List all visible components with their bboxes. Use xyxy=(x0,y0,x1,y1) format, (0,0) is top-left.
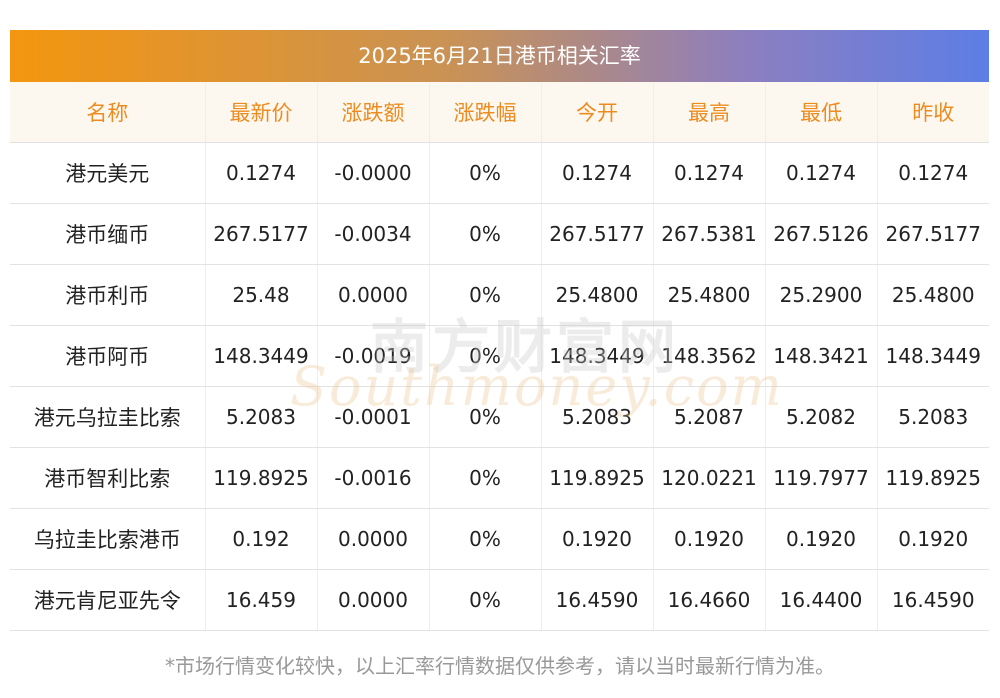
rate-cell: 0.1920 xyxy=(765,508,878,570)
rate-cell: 0.1920 xyxy=(653,508,766,570)
table-row: 港币智利比索 119.8925 -0.0016 0% 119.8925 120.0221 1… xyxy=(10,447,989,509)
rate-cell: 16.459 xyxy=(205,569,318,631)
rate-cell: 5.2087 xyxy=(653,386,766,448)
rate-cell: 25.2900 xyxy=(765,264,878,326)
rate-cell: 148.3449 xyxy=(541,325,654,387)
rate-cell: 0.0000 xyxy=(317,508,430,570)
currency-pair-name: 港币缅币 xyxy=(10,203,206,265)
rate-cell: 0% xyxy=(429,386,542,448)
column-header: 昨收 xyxy=(877,82,989,143)
column-header: 最高 xyxy=(653,82,766,143)
rate-cell: 0% xyxy=(429,508,542,570)
rate-cell: 25.48 xyxy=(205,264,318,326)
rate-cell: 267.5177 xyxy=(205,203,318,265)
table-row: 港币缅币 267.5177 -0.0034 0% 267.5177 267.5381 267… xyxy=(10,203,989,265)
rate-cell: 267.5381 xyxy=(653,203,766,265)
rate-cell: 148.3421 xyxy=(765,325,878,387)
table-header-row: 名称 最新价 涨跌额 涨跌幅 今开 最高 最低 昨收 xyxy=(10,82,989,143)
rate-cell: 5.2083 xyxy=(877,386,989,448)
rate-cell: 5.2082 xyxy=(765,386,878,448)
rate-cell: 0.0000 xyxy=(317,264,430,326)
currency-pair-name: 港元美元 xyxy=(10,142,206,204)
table-row: 港元美元 0.1274 -0.0000 0% 0.1274 0.1274 0.1274 0.1… xyxy=(10,142,989,204)
rate-cell: 119.8925 xyxy=(877,447,989,509)
currency-pair-name: 乌拉圭比索港币 xyxy=(10,508,206,570)
rate-cell: 0.1274 xyxy=(653,142,766,204)
rate-cell: -0.0001 xyxy=(317,386,430,448)
table-row: 港元乌拉圭比索 5.2083 -0.0001 0% 5.2083 5.2087 5.2082… xyxy=(10,386,989,448)
rate-cell: 16.4400 xyxy=(765,569,878,631)
currency-pair-name: 港币阿币 xyxy=(10,325,206,387)
rate-cell: 148.3449 xyxy=(877,325,989,387)
rate-cell: 267.5126 xyxy=(765,203,878,265)
column-header: 涨跌额 xyxy=(317,82,430,143)
currency-pair-name: 港币利币 xyxy=(10,264,206,326)
rates-panel: 2025年6月21日港币相关汇率 名称 最新价 涨跌额 涨跌幅 今开 最高 最低 昨收 港元美… xyxy=(10,30,989,631)
rates-table: 名称 最新价 涨跌额 涨跌幅 今开 最高 最低 昨收 港元美元 0.1274 -0.0000 0% 0… xyxy=(10,82,989,631)
rate-cell: 120.0221 xyxy=(653,447,766,509)
rate-cell: 148.3562 xyxy=(653,325,766,387)
rate-cell: 0% xyxy=(429,447,542,509)
rate-cell: 16.4590 xyxy=(541,569,654,631)
rate-cell: 119.7977 xyxy=(765,447,878,509)
rate-cell: 0.1920 xyxy=(877,508,989,570)
footnote: *市场行情变化较快，以上汇率行情数据仅供参考，请以当时最新行情为准。 xyxy=(165,654,835,678)
table-row: 港币利币 25.48 0.0000 0% 25.4800 25.4800 25.2900 25… xyxy=(10,264,989,326)
rate-cell: 0.1920 xyxy=(541,508,654,570)
rate-cell: -0.0034 xyxy=(317,203,430,265)
rate-cell: 16.4590 xyxy=(877,569,989,631)
rate-cell: -0.0019 xyxy=(317,325,430,387)
rate-cell: 0% xyxy=(429,264,542,326)
rate-cell: -0.0000 xyxy=(317,142,430,204)
rate-cell: 267.5177 xyxy=(877,203,989,265)
rate-cell: 0.1274 xyxy=(541,142,654,204)
rate-cell: 0.1274 xyxy=(205,142,318,204)
table-title: 2025年6月21日港币相关汇率 xyxy=(10,30,989,82)
rate-cell: 5.2083 xyxy=(541,386,654,448)
currency-pair-name: 港元乌拉圭比索 xyxy=(10,386,206,448)
table-body: 港元美元 0.1274 -0.0000 0% 0.1274 0.1274 0.1274 0.1… xyxy=(10,142,989,631)
rate-cell: -0.0016 xyxy=(317,447,430,509)
rate-cell: 148.3449 xyxy=(205,325,318,387)
column-header: 最新价 xyxy=(205,82,318,143)
column-header: 名称 xyxy=(10,82,206,143)
column-header: 涨跌幅 xyxy=(429,82,542,143)
rate-cell: 0% xyxy=(429,203,542,265)
rate-cell: 0.1274 xyxy=(765,142,878,204)
currency-pair-name: 港元肯尼亚先令 xyxy=(10,569,206,631)
rate-cell: 0.192 xyxy=(205,508,318,570)
rate-cell: 267.5177 xyxy=(541,203,654,265)
rate-cell: 0% xyxy=(429,569,542,631)
column-header: 今开 xyxy=(541,82,654,143)
table-row: 港元肯尼亚先令 16.459 0.0000 0% 16.4590 16.4660 16.44… xyxy=(10,569,989,631)
table-row: 乌拉圭比索港币 0.192 0.0000 0% 0.1920 0.1920 0.1920 0.… xyxy=(10,508,989,570)
rate-cell: 0% xyxy=(429,325,542,387)
rate-cell: 25.4800 xyxy=(653,264,766,326)
rate-cell: 25.4800 xyxy=(541,264,654,326)
rate-cell: 119.8925 xyxy=(205,447,318,509)
rate-cell: 16.4660 xyxy=(653,569,766,631)
currency-pair-name: 港币智利比索 xyxy=(10,447,206,509)
rate-cell: 25.4800 xyxy=(877,264,989,326)
column-header: 最低 xyxy=(765,82,878,143)
rate-cell: 0.1274 xyxy=(877,142,989,204)
rate-cell: 0.0000 xyxy=(317,569,430,631)
table-row: 港币阿币 148.3449 -0.0019 0% 148.3449 148.3562 148… xyxy=(10,325,989,387)
rate-cell: 0% xyxy=(429,142,542,204)
rate-cell: 119.8925 xyxy=(541,447,654,509)
rate-cell: 5.2083 xyxy=(205,386,318,448)
